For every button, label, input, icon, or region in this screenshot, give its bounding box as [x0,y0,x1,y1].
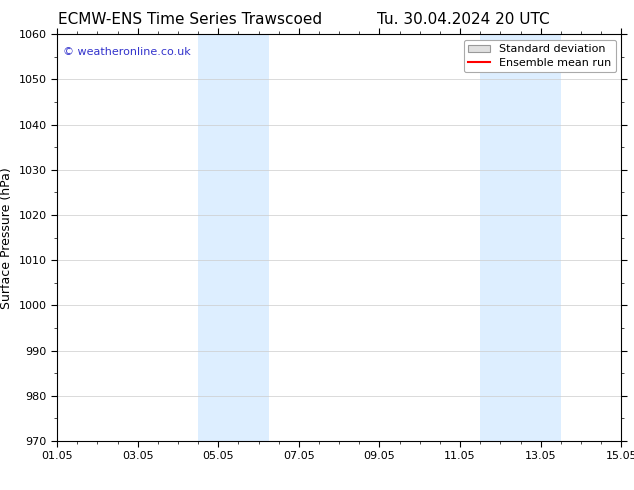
Y-axis label: Surface Pressure (hPa): Surface Pressure (hPa) [0,167,13,309]
Bar [481,34,561,441]
Bar [198,34,269,441]
Text: Tu. 30.04.2024 20 UTC: Tu. 30.04.2024 20 UTC [377,12,549,27]
Text: ECMW-ENS Time Series Trawscoed: ECMW-ENS Time Series Trawscoed [58,12,322,27]
Text: © weatheronline.co.uk: © weatheronline.co.uk [63,47,190,56]
Legend: Standard deviation, Ensemble mean run: Standard deviation, Ensemble mean run [463,40,616,72]
